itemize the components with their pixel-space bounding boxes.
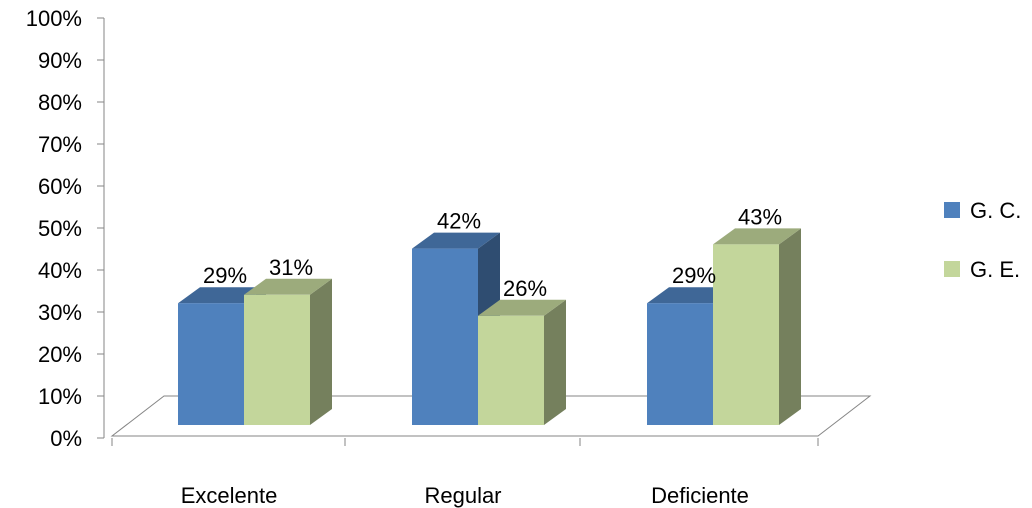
y-tick-label: 60% [38, 174, 82, 199]
bar-front [647, 303, 713, 425]
bar-side [310, 278, 332, 425]
data-label: 29% [203, 263, 247, 288]
y-tick-label: 10% [38, 384, 82, 409]
y-tick-label: 40% [38, 258, 82, 283]
x-axis: Excelente Regular Deficiente [111, 438, 819, 508]
bar-top [478, 299, 566, 316]
y-tick-label: 20% [38, 342, 82, 367]
data-label: 29% [672, 263, 716, 288]
bar [244, 278, 332, 425]
y-axis: 0% 10% 20% 30% 40% 50% 60% 70% 80% 90% 100% [26, 6, 105, 451]
y-tick-label: 70% [38, 132, 82, 157]
bar-front [244, 294, 310, 425]
y-tick-label: 0% [50, 426, 82, 451]
y-tick-label: 90% [38, 48, 82, 73]
bar-top [713, 228, 801, 245]
bar-top [244, 278, 332, 295]
legend-swatch [944, 202, 960, 218]
data-label: 31% [269, 255, 313, 280]
bar-side [544, 299, 566, 425]
data-label: 43% [738, 204, 782, 229]
data-label: 26% [503, 276, 547, 301]
y-tick-label: 80% [38, 90, 82, 115]
bar-front [178, 303, 244, 425]
legend-label: G. C. [970, 198, 1021, 223]
legend-swatch [944, 261, 960, 277]
x-tick-label: Regular [424, 483, 501, 508]
bar-front [713, 244, 779, 425]
y-tick-label: 30% [38, 300, 82, 325]
y-tick-label: 100% [26, 6, 82, 31]
bar [713, 228, 801, 425]
legend: G. C. G. E. [944, 198, 1021, 282]
x-tick-label: Excelente [181, 483, 278, 508]
x-tick-label: Deficiente [651, 483, 749, 508]
bar-side [779, 228, 801, 425]
bar-top [412, 232, 500, 249]
data-label: 42% [437, 209, 481, 234]
bars [178, 228, 801, 425]
bar-front [478, 315, 544, 425]
bar [478, 299, 566, 425]
legend-label: G. E. [970, 257, 1020, 282]
data-labels: 29% 31% 42% 26% 29% 43% [203, 204, 782, 300]
y-tick-label: 50% [38, 216, 82, 241]
bar-front [412, 248, 478, 425]
